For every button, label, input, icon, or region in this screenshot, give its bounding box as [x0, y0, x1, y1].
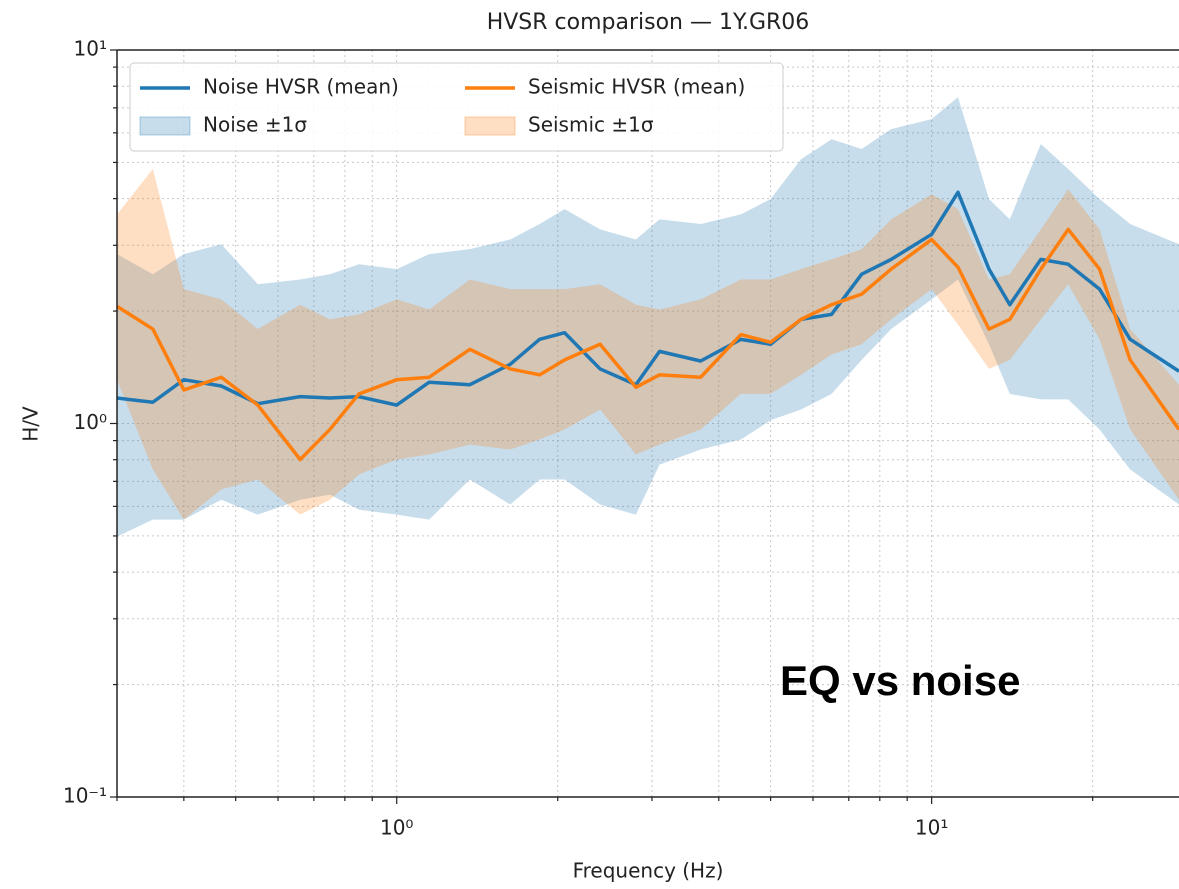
band-area	[117, 97, 1179, 537]
legend-label: Noise ±1σ	[203, 113, 307, 137]
chart-title: HVSR comparison — 1Y.GR06	[487, 10, 810, 35]
y-tick-label: 10¹	[74, 37, 107, 61]
y-tick-label: 10⁻¹	[63, 784, 107, 808]
y-axis-label: H/V	[19, 406, 43, 442]
plot-area	[117, 97, 1179, 537]
x-tick-label: 10¹	[915, 816, 948, 840]
series-line	[117, 227, 1179, 462]
legend-patch	[139, 116, 191, 136]
axes: 10⁰ 10¹ 10⁻¹ 10⁰ 10¹	[63, 37, 1179, 840]
annotation: EQ vs noise	[780, 657, 1020, 704]
legend-label: Noise HVSR (mean)	[203, 75, 399, 99]
legend-label: Seismic ±1σ	[528, 113, 654, 137]
legend-patch	[464, 116, 516, 136]
legend-label: Seismic HVSR (mean)	[528, 75, 745, 99]
legend-box	[129, 62, 784, 152]
y-tick-label: 10⁰	[74, 410, 107, 434]
legend: Noise HVSR (mean) Seismic HVSR (mean) Nois…	[129, 62, 784, 152]
x-tick-label: 10⁰	[380, 816, 413, 840]
series-line	[117, 190, 1179, 407]
x-axis-label: Frequency (Hz)	[573, 859, 724, 883]
band-area	[117, 169, 1179, 520]
